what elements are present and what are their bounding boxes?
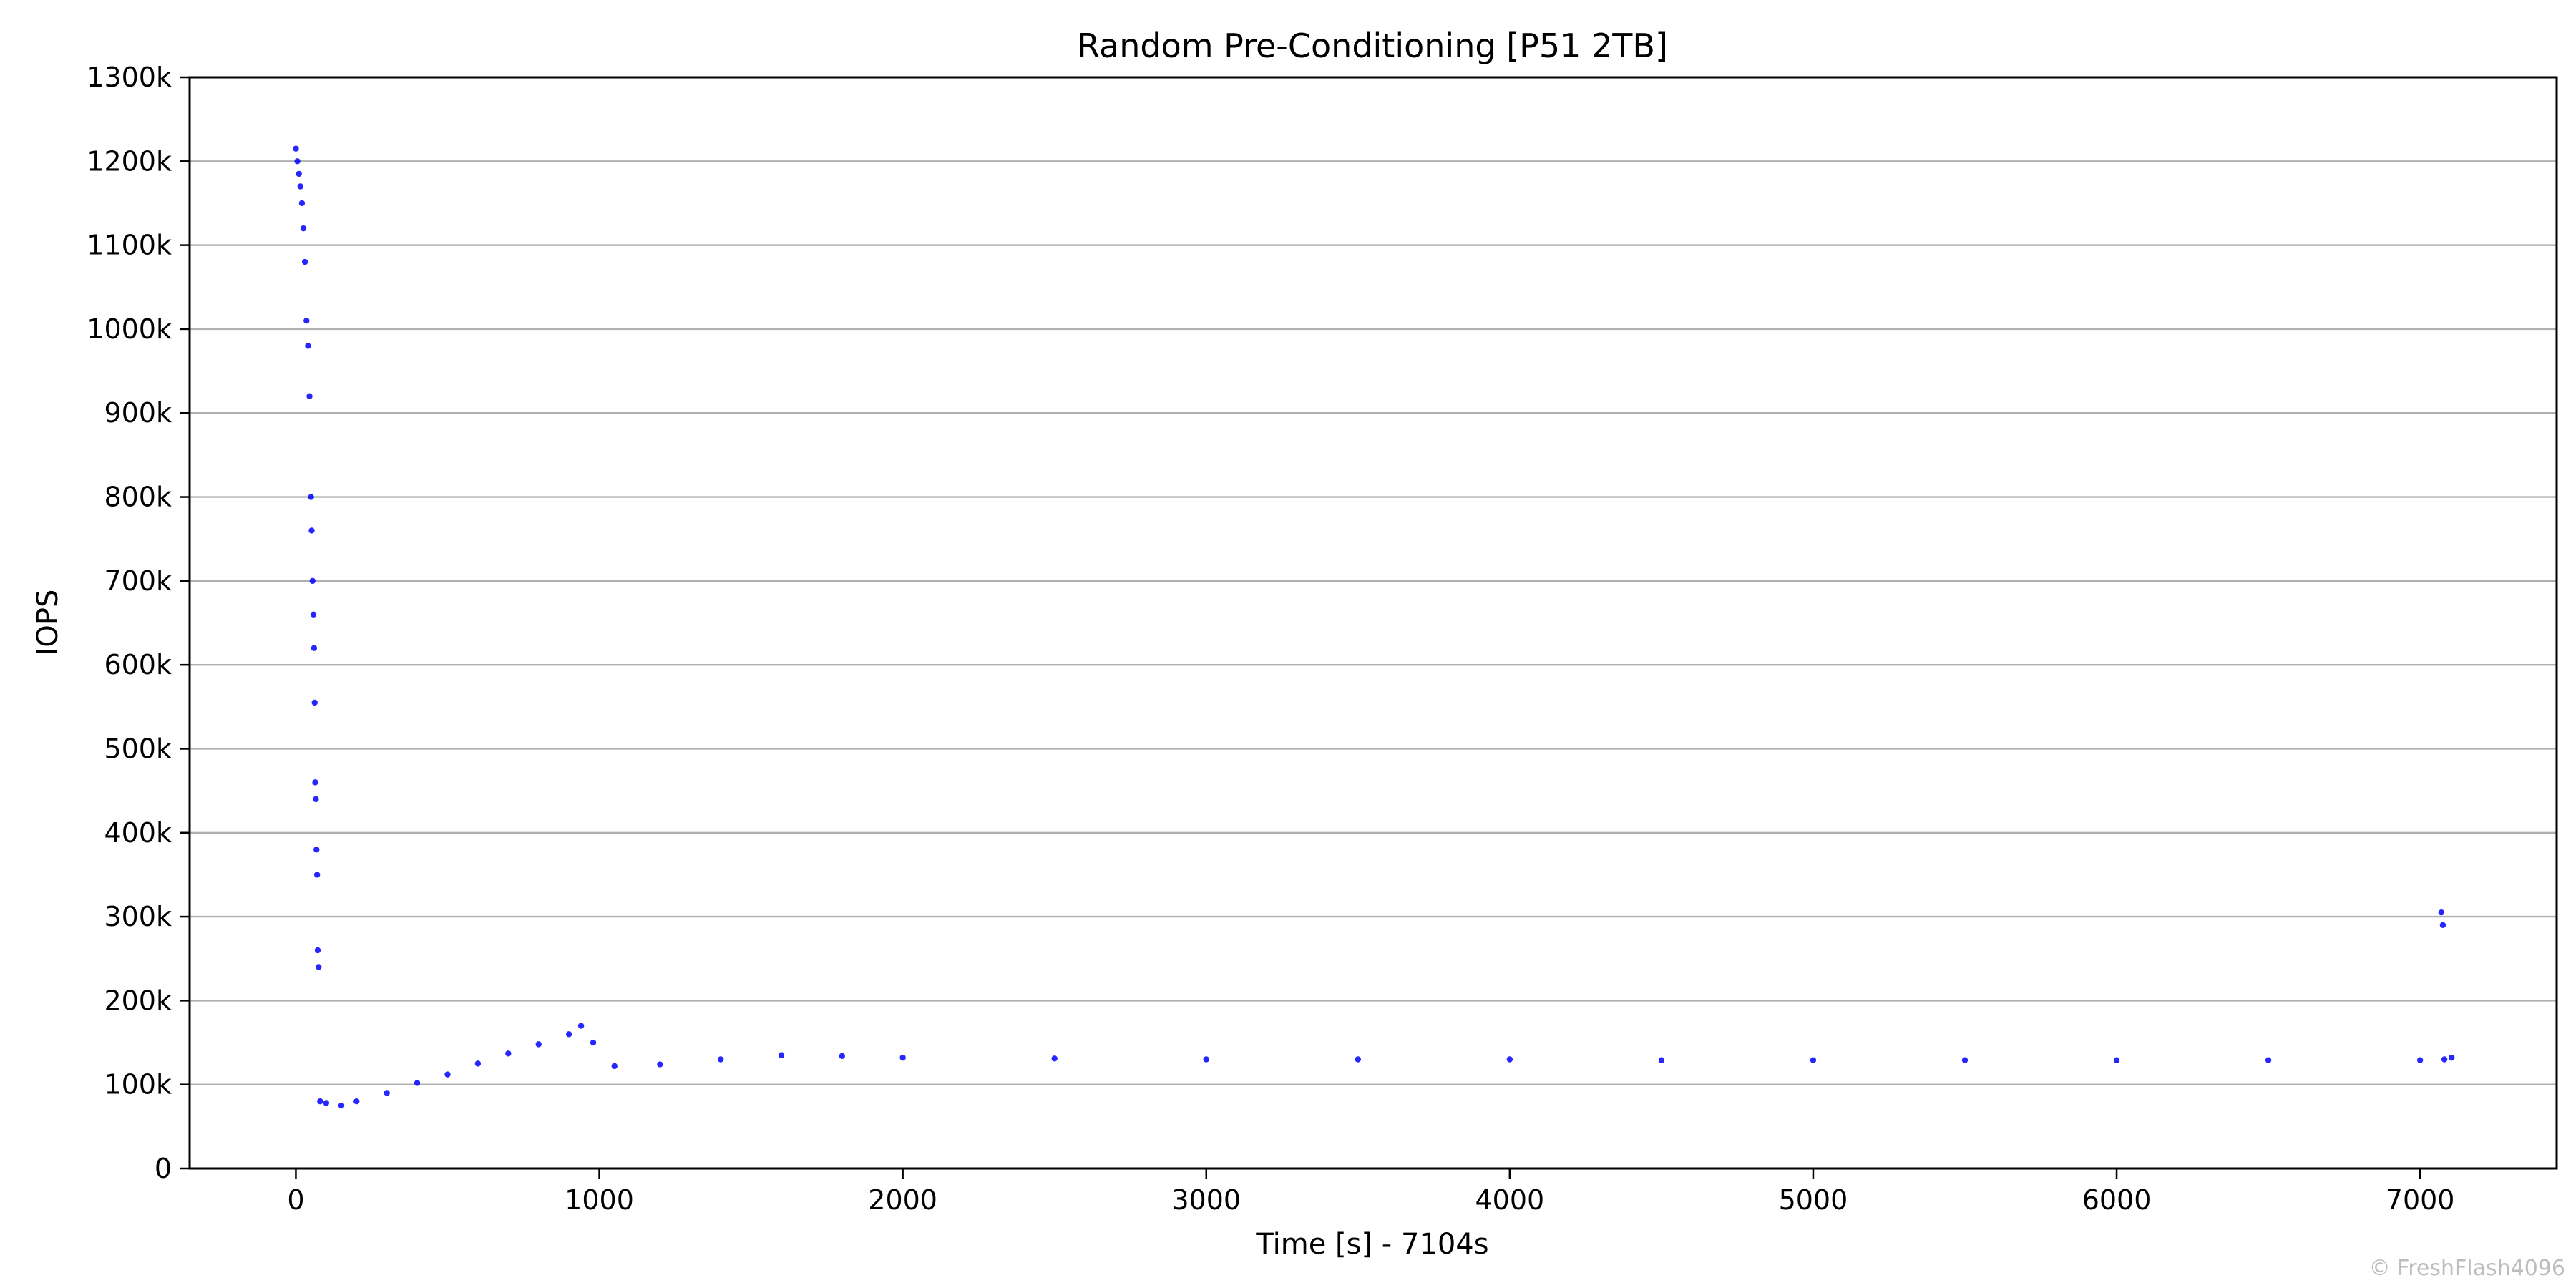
- y-tick-label-6: 600k: [104, 649, 172, 680]
- scatter-point-0-1: [294, 158, 301, 165]
- scatter-point-0-27: [414, 1080, 421, 1086]
- scatter-point-0-19: [313, 872, 321, 878]
- scatter-point-0-45: [1658, 1057, 1665, 1063]
- scatter-point-0-25: [353, 1098, 360, 1105]
- y-tick-label-12: 1200k: [87, 145, 172, 177]
- y-tick-label-8: 800k: [104, 482, 172, 513]
- y-tick-label-1: 100k: [104, 1069, 172, 1101]
- y-tick-label-5: 500k: [104, 733, 172, 764]
- y-tick-label-9: 900k: [104, 397, 172, 429]
- scatter-point-0-31: [535, 1041, 542, 1048]
- scatter-point-0-29: [474, 1060, 482, 1067]
- scatter-point-0-0: [293, 145, 299, 152]
- scatter-point-0-33: [577, 1023, 585, 1029]
- grid-lines: [190, 160, 2557, 1085]
- scatter-point-0-16: [312, 779, 318, 786]
- scatter-point-0-36: [657, 1061, 663, 1068]
- scatter-point-0-18: [313, 847, 320, 853]
- scatter-point-0-54: [2449, 1054, 2455, 1061]
- scatter-point-0-22: [317, 1098, 323, 1105]
- scatter-point-0-5: [300, 225, 307, 232]
- scatter-point-0-15: [311, 699, 318, 706]
- scatter-point-0-4: [298, 200, 306, 207]
- scatter-point-0-30: [505, 1050, 512, 1057]
- scatter-points: [293, 145, 2455, 1109]
- x-axis-ticks: 0 1000 2000 3000 4000 5000 6000 7000: [287, 1169, 2455, 1216]
- scatter-point-0-38: [778, 1052, 785, 1058]
- scatter-point-0-24: [338, 1102, 345, 1109]
- x-tick-label-5: 5000: [1779, 1184, 1848, 1216]
- scatter-point-0-37: [717, 1056, 724, 1063]
- scatter-point-0-3: [297, 183, 303, 190]
- plot-frame: [188, 76, 2558, 1170]
- scatter-point-0-44: [1506, 1056, 1513, 1063]
- x-axis-label: Time [s] - 7104s: [1255, 1228, 1488, 1261]
- scatter-point-0-14: [311, 645, 318, 651]
- scatter-point-0-40: [899, 1054, 906, 1061]
- x-tick-label-1: 1000: [565, 1184, 634, 1216]
- scatter-point-0-52: [2439, 922, 2446, 929]
- y-tick-label-4: 400k: [104, 817, 172, 849]
- scatter-point-0-34: [590, 1039, 597, 1046]
- x-tick-label-4: 4000: [1475, 1184, 1544, 1216]
- scatter-point-0-47: [1961, 1057, 1968, 1063]
- chart-title: Random Pre-Conditioning [P51 2TB]: [1077, 26, 1668, 65]
- scatter-point-0-9: [306, 393, 313, 399]
- scatter-point-0-6: [301, 258, 308, 265]
- scatter-point-0-53: [2441, 1056, 2448, 1063]
- y-tick-label-7: 700k: [104, 565, 172, 597]
- scatter-point-0-46: [1810, 1057, 1817, 1063]
- scatter-point-0-17: [313, 796, 319, 803]
- scatter-point-0-20: [314, 947, 321, 954]
- x-tick-label-2: 2000: [868, 1184, 937, 1216]
- scatter-point-0-8: [305, 343, 311, 349]
- scatter-point-0-41: [1051, 1055, 1058, 1062]
- x-tick-label-0: 0: [287, 1184, 304, 1216]
- scatter-point-0-32: [565, 1031, 572, 1038]
- scatter-point-0-43: [1355, 1056, 1361, 1063]
- y-tick-label-3: 300k: [104, 901, 172, 932]
- scatter-point-0-42: [1203, 1056, 1209, 1063]
- scatter-point-0-23: [323, 1100, 330, 1106]
- scatter-point-0-35: [611, 1063, 618, 1070]
- scatter-point-0-10: [308, 494, 314, 500]
- y-axis-label: IOPS: [31, 590, 64, 656]
- scatter-point-0-49: [2265, 1057, 2272, 1063]
- scatter-point-0-28: [444, 1071, 451, 1078]
- y-tick-label-0: 0: [155, 1153, 172, 1184]
- scatter-point-0-51: [2438, 909, 2445, 916]
- scatter-point-0-12: [309, 577, 316, 585]
- x-tick-label-7: 7000: [2386, 1184, 2455, 1216]
- y-tick-label-13: 1300k: [87, 62, 172, 93]
- scatter-point-0-7: [303, 317, 310, 324]
- y-axis-ticks: 0 100k 200k 300k 400k 500k 600k 700k 800k 900k 100…: [87, 62, 190, 1184]
- scatter-point-0-2: [296, 170, 302, 177]
- scatter-point-0-39: [839, 1053, 846, 1060]
- watermark: © FreshFlash4096: [2369, 1256, 2565, 1281]
- y-tick-label-2: 200k: [104, 985, 172, 1016]
- y-tick-label-11: 1100k: [87, 230, 172, 261]
- scatter-point-0-26: [384, 1090, 390, 1096]
- x-tick-label-6: 6000: [2082, 1184, 2152, 1216]
- scatter-point-0-48: [2113, 1057, 2120, 1063]
- scatter-point-0-11: [308, 527, 315, 534]
- x-tick-label-3: 3000: [1171, 1184, 1241, 1216]
- scatter-point-0-21: [316, 964, 322, 970]
- y-tick-label-10: 1000k: [87, 313, 172, 345]
- scatter-point-0-13: [310, 611, 317, 618]
- scatter-point-0-50: [2416, 1057, 2424, 1063]
